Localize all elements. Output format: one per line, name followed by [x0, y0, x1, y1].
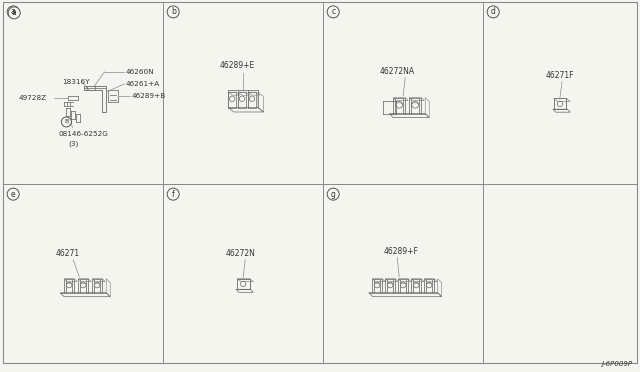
Text: 46289+B: 46289+B [131, 93, 166, 99]
Text: d: d [491, 7, 495, 16]
Text: 49728Z: 49728Z [19, 95, 47, 101]
Text: B: B [64, 119, 68, 125]
Circle shape [487, 6, 499, 18]
Text: 46271: 46271 [55, 249, 79, 258]
Circle shape [61, 117, 72, 127]
Circle shape [327, 6, 339, 18]
Text: 46272N: 46272N [225, 249, 255, 258]
Text: 08146-6252G: 08146-6252G [58, 131, 108, 137]
Circle shape [327, 188, 339, 200]
Text: 46289+E: 46289+E [219, 61, 255, 70]
Text: 18316Y: 18316Y [63, 79, 90, 85]
Text: a: a [11, 7, 15, 16]
Text: 46271F: 46271F [546, 71, 575, 80]
Text: 46261+A: 46261+A [125, 81, 159, 87]
Text: J-6P009P: J-6P009P [601, 361, 632, 367]
Text: g: g [331, 190, 335, 199]
Text: f: f [172, 190, 175, 199]
Text: 46272NA: 46272NA [379, 67, 414, 76]
Circle shape [167, 188, 179, 200]
Circle shape [7, 6, 19, 18]
Circle shape [8, 7, 20, 19]
Text: e: e [11, 190, 15, 199]
Text: 46289+F: 46289+F [383, 247, 418, 256]
Circle shape [7, 188, 19, 200]
Text: 46260N: 46260N [125, 69, 154, 75]
Circle shape [167, 6, 179, 18]
Text: b: b [171, 7, 175, 16]
Text: c: c [331, 7, 335, 16]
Text: a: a [12, 8, 17, 17]
Text: (3): (3) [68, 141, 79, 147]
